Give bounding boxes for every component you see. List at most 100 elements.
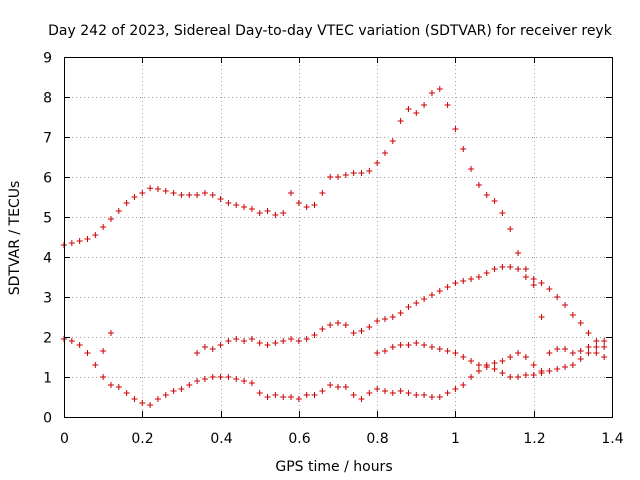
data-point: [201, 344, 208, 350]
y-tick-label: 6: [43, 171, 52, 187]
y-tick-label: 9: [43, 51, 52, 67]
data-point: [280, 338, 287, 344]
data-point: [107, 330, 114, 336]
data-point: [428, 394, 435, 400]
data-point: [515, 266, 522, 272]
data-point: [413, 110, 420, 116]
data-point: [68, 240, 75, 246]
data-point: [288, 394, 295, 400]
data-point: [475, 362, 482, 368]
series-points: [61, 336, 608, 408]
data-point: [538, 368, 545, 374]
data-point: [241, 338, 248, 344]
data-point: [358, 328, 365, 334]
data-point: [350, 330, 357, 336]
x-tick-label: 0.2: [131, 431, 153, 447]
data-point: [562, 302, 569, 308]
data-point: [585, 344, 592, 350]
data-point: [256, 390, 263, 396]
data-point: [475, 182, 482, 188]
data-point: [311, 202, 318, 208]
y-tick-label: 7: [43, 131, 52, 147]
grid: [64, 57, 612, 417]
data-point: [295, 396, 302, 402]
data-points: [61, 86, 608, 408]
data-point: [499, 264, 506, 270]
data-point: [530, 372, 537, 378]
y-tick-label: 3: [43, 291, 52, 307]
data-point: [201, 190, 208, 196]
y-tick-label: 8: [43, 91, 52, 107]
data-point: [530, 282, 537, 288]
data-point: [483, 192, 490, 198]
series-points: [100, 264, 608, 360]
data-point: [335, 320, 341, 326]
data-point: [444, 284, 451, 290]
data-point: [366, 168, 373, 174]
data-point: [115, 384, 122, 390]
data-point: [562, 346, 569, 352]
data-point: [327, 322, 334, 328]
data-point: [225, 374, 232, 380]
data-point: [522, 354, 529, 360]
data-point: [499, 358, 506, 364]
data-point: [350, 170, 357, 176]
x-tick-label: 0.6: [288, 431, 310, 447]
axis-ticks: 0 0.2 0.4 0.6 0.8 1 1.2 1.4 0 1 2 3 4 5 6 7 8 9: [43, 51, 624, 448]
data-point: [397, 388, 404, 394]
data-point: [319, 326, 326, 332]
data-point: [499, 210, 506, 216]
data-point: [468, 358, 475, 364]
data-point: [468, 276, 475, 282]
data-point: [256, 340, 263, 346]
data-point: [389, 314, 396, 320]
data-point: [374, 350, 381, 356]
data-point: [421, 102, 428, 108]
data-point: [428, 292, 435, 298]
data-point: [209, 346, 216, 352]
data-point: [84, 350, 91, 356]
data-point: [554, 294, 561, 300]
data-point: [76, 238, 83, 244]
data-point: [264, 394, 271, 400]
data-point: [499, 370, 506, 376]
y-tick-label: 0: [43, 411, 52, 427]
data-point: [319, 388, 326, 394]
data-point: [436, 288, 443, 294]
data-point: [389, 390, 396, 396]
data-point: [342, 322, 349, 328]
x-tick-label: 1.4: [601, 431, 623, 447]
data-point: [405, 342, 412, 348]
data-point: [569, 362, 576, 368]
data-point: [515, 350, 522, 356]
data-point: [264, 208, 271, 214]
data-point: [483, 270, 490, 276]
data-point: [131, 396, 138, 402]
x-tick-label: 1: [451, 431, 460, 447]
data-point: [452, 280, 459, 286]
data-point: [507, 374, 514, 380]
series-points: [374, 340, 545, 374]
data-point: [225, 200, 232, 206]
data-point: [264, 342, 271, 348]
data-point: [374, 160, 381, 166]
data-point: [530, 276, 537, 282]
data-point: [468, 374, 475, 380]
data-point: [562, 364, 569, 370]
data-point: [444, 390, 451, 396]
data-point: [585, 330, 592, 336]
data-point: [139, 400, 146, 406]
data-point: [428, 344, 435, 350]
data-point: [162, 188, 169, 194]
data-point: [170, 190, 177, 196]
y-tick-label: 5: [43, 211, 52, 227]
data-point: [577, 348, 584, 354]
data-point: [295, 200, 302, 206]
data-point: [225, 338, 232, 344]
data-point: [452, 126, 459, 132]
data-point: [303, 336, 310, 342]
data-point: [436, 394, 443, 400]
data-point: [601, 354, 608, 360]
data-point: [522, 372, 529, 378]
data-point: [233, 202, 240, 208]
